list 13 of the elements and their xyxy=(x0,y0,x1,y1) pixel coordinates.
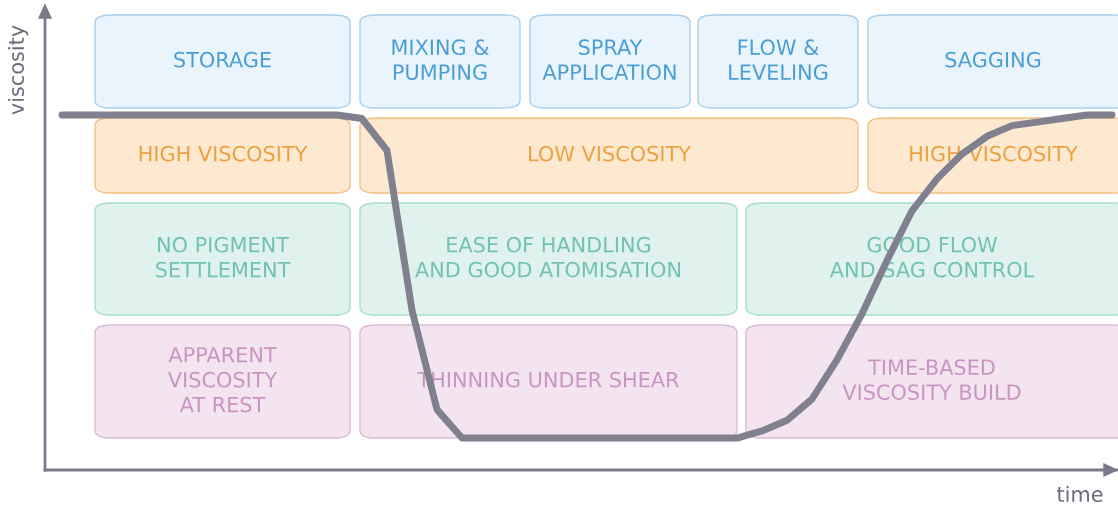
text: MIXING & PUMPING xyxy=(392,39,489,80)
x-axis-title: time xyxy=(1057,485,1103,503)
annotation: NO PIGMENT SETTLEMENT xyxy=(156,236,291,278)
y-axis-title: viscosity xyxy=(7,25,29,115)
annotation: LOW VISCOSITY xyxy=(529,145,691,162)
annotation: TIME-BASED VISCOSITY BUILD xyxy=(842,359,1021,400)
annotation: APPARENT VISCOSITY AT REST xyxy=(167,347,278,413)
annotation: HIGH VISCOSITY xyxy=(139,145,308,162)
text: SPRAY APPLICATION xyxy=(542,39,676,80)
text: STORAGE xyxy=(174,51,271,68)
text: SAGGING xyxy=(945,51,1041,68)
text: FLOW & LEVELING xyxy=(729,39,828,80)
annotation: EASE OF HANDLING AND GOOD ATOMISATION xyxy=(415,236,680,278)
